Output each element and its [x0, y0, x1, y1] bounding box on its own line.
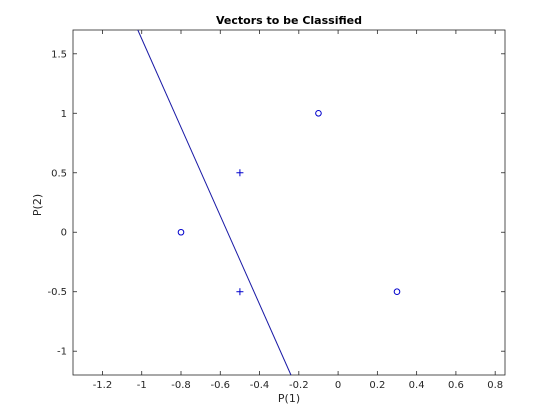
x-tick-label: -1 — [137, 380, 147, 391]
y-tick-label: 1.5 — [51, 49, 67, 60]
x-tick-label: -0.2 — [289, 380, 309, 391]
x-tick-label: 0.4 — [409, 380, 425, 391]
y-tick-label: 0.5 — [51, 168, 67, 179]
circle-marker — [177, 228, 185, 236]
data-markers — [177, 109, 401, 296]
x-tick-label: 0.6 — [448, 380, 464, 391]
decision-boundary-group — [137, 29, 292, 376]
y-tick-label: 1 — [61, 109, 67, 120]
circle-marker — [315, 109, 322, 117]
chart-title: Vectors to be Classified — [216, 14, 362, 27]
x-tick-label: -1.2 — [93, 380, 113, 391]
x-tick-label: 0 — [335, 380, 341, 391]
y-tick-label: -1 — [57, 347, 67, 358]
plus-marker — [236, 288, 244, 296]
axes-frame — [72, 29, 506, 376]
x-tick-label: -0.4 — [250, 380, 270, 391]
y-axis-ticks: -1 -0.5 0 0.5 1 1.5 — [47, 49, 505, 358]
x-axis-label: P(1) — [278, 392, 300, 405]
x-tick-label: -0.6 — [211, 380, 231, 391]
x-tick-label: 0.2 — [369, 380, 385, 391]
y-axis-label: P(2) — [31, 194, 44, 216]
x-axis-ticks: -1.2 -1 -0.8 -0.6 -0.4 -0.2 0 0.2 0.4 0.6 0.8 — [93, 30, 503, 391]
circle-marker — [393, 288, 401, 296]
x-tick-label: -0.8 — [171, 380, 191, 391]
plus-marker — [236, 169, 244, 177]
y-tick-label: -0.5 — [47, 287, 67, 298]
decision-boundary-line — [137, 29, 292, 376]
axes-box — [72, 29, 506, 376]
y-tick-label: 0 — [61, 228, 67, 239]
x-tick-label: 0.8 — [487, 380, 503, 391]
